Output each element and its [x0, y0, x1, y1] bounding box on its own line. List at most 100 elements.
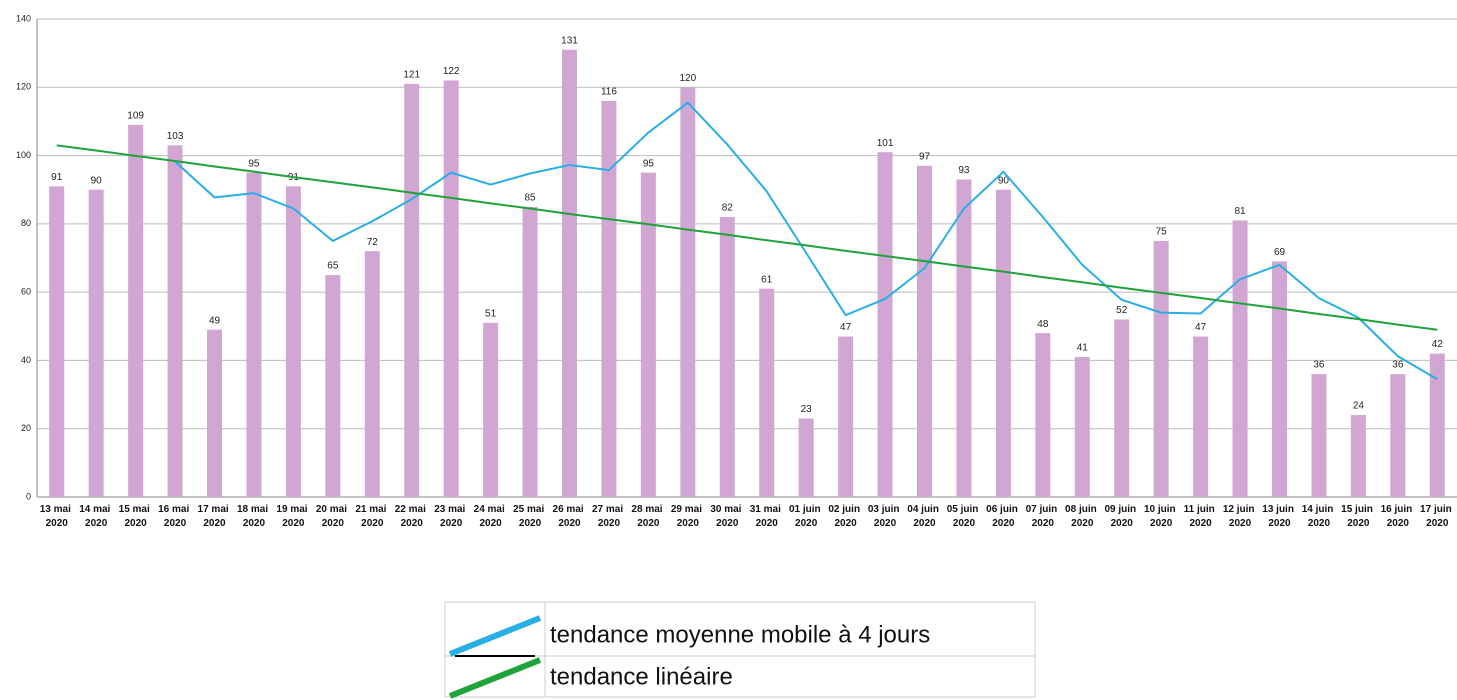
value-label: 52 [1116, 305, 1128, 316]
x-tick-day: 13 juin [1262, 504, 1296, 515]
x-tick-day: 24 mai [474, 504, 508, 515]
bar [364, 251, 380, 497]
bar [838, 336, 854, 497]
x-tick-year: 2020 [1308, 518, 1331, 529]
x-tick-day: 21 mai [355, 504, 389, 515]
x-tick-year: 2020 [558, 518, 581, 529]
bar [1114, 319, 1130, 497]
x-tick-day: 14 juin [1302, 504, 1336, 515]
x-tick-day: 28 mai [631, 504, 665, 515]
x-tick-year: 2020 [756, 518, 779, 529]
x-tick-day: 03 juin [868, 504, 902, 515]
x-tick-year: 2020 [401, 518, 424, 529]
x-tick-label: 21 mai 2020 [355, 504, 389, 529]
value-label: 95 [248, 158, 260, 169]
bar [1429, 353, 1445, 497]
value-label: 47 [1195, 322, 1207, 333]
x-tick-label: 01 juin 2020 [789, 504, 823, 529]
value-label: 109 [127, 110, 144, 121]
value-label: 91 [51, 172, 63, 183]
x-tick-day: 17 juin [1420, 504, 1454, 515]
x-tick-year: 2020 [282, 518, 305, 529]
x-tick-label: 14 mai 2020 [79, 504, 113, 529]
x-tick-year: 2020 [322, 518, 345, 529]
x-tick-year: 2020 [834, 518, 857, 529]
bar [1035, 333, 1051, 497]
bar [1390, 374, 1406, 497]
bar [167, 145, 183, 498]
x-tick-year: 2020 [1189, 518, 1212, 529]
value-label: 65 [327, 261, 339, 272]
value-label: 116 [601, 87, 617, 98]
x-tick-day: 16 mai [158, 504, 192, 515]
y-tick-label: 40 [21, 355, 31, 365]
x-tick-year: 2020 [440, 518, 463, 529]
bar [956, 179, 972, 497]
value-label: 90 [91, 175, 103, 186]
x-tick-label: 09 juin 2020 [1104, 504, 1138, 529]
bar [1350, 415, 1366, 497]
legend-label: tendance linéaire [550, 663, 733, 690]
x-tick-day: 26 mai [553, 504, 587, 515]
value-label: 36 [1313, 360, 1325, 371]
bar [995, 189, 1011, 497]
x-tick-label: 12 juin 2020 [1223, 504, 1257, 529]
x-tick-label: 29 mai 2020 [671, 504, 705, 529]
x-tick-label: 19 mai 2020 [276, 504, 310, 529]
x-tick-day: 19 mai [276, 504, 310, 515]
x-tick-label: 20 mai 2020 [316, 504, 350, 529]
x-tick-label: 07 juin 2020 [1026, 504, 1060, 529]
x-tick-year: 2020 [479, 518, 502, 529]
y-tick-label: 80 [21, 218, 31, 228]
x-tick-day: 08 juin [1065, 504, 1099, 515]
x-tick-year: 2020 [361, 518, 384, 529]
x-tick-label: 23 mai 2020 [434, 504, 468, 529]
legend-swatch [448, 615, 542, 657]
x-tick-year: 2020 [46, 518, 69, 529]
x-tick-label: 16 mai 2020 [158, 504, 192, 529]
x-tick-label: 06 juin 2020 [986, 504, 1020, 529]
x-tick-day: 29 mai [671, 504, 705, 515]
bar [49, 186, 65, 498]
value-label: 97 [919, 151, 931, 162]
x-tick-label: 25 mai 2020 [513, 504, 547, 529]
x-tick-label: 11 juin 2020 [1184, 504, 1218, 529]
bar [285, 186, 301, 498]
x-tick-year: 2020 [1347, 518, 1370, 529]
x-tick-label: 10 juin 2020 [1144, 504, 1178, 529]
x-tick-year: 2020 [203, 518, 226, 529]
y-tick-label: 140 [16, 13, 31, 23]
x-tick-day: 27 mai [592, 504, 626, 515]
x-tick-day: 23 mai [434, 504, 468, 515]
x-tick-label: 16 juin 2020 [1381, 504, 1415, 529]
x-tick-day: 25 mai [513, 504, 547, 515]
value-label: 36 [1392, 360, 1404, 371]
bar [207, 329, 222, 497]
x-tick-day: 30 mai [710, 504, 744, 515]
bar [719, 217, 735, 497]
x-tick-label: 26 mai 2020 [553, 504, 587, 529]
x-tick-label: 13 juin 2020 [1262, 504, 1296, 529]
x-tick-year: 2020 [1150, 518, 1173, 529]
value-label: 93 [958, 165, 970, 176]
x-tick-day: 16 juin [1381, 504, 1415, 515]
value-label: 90 [998, 175, 1010, 186]
x-tick-day: 01 juin [789, 504, 823, 515]
y-tick-label: 60 [21, 287, 31, 297]
bar [1232, 220, 1248, 497]
bar [1311, 374, 1327, 497]
bar [246, 172, 262, 497]
x-tick-day: 15 mai [119, 504, 153, 515]
x-tick-day: 05 juin [947, 504, 981, 515]
value-label: 120 [679, 73, 696, 84]
x-tick-year: 2020 [85, 518, 108, 529]
x-tick-day: 04 juin [907, 504, 941, 515]
bar [483, 322, 499, 497]
x-tick-label: 02 juin 2020 [828, 504, 862, 529]
x-tick-label: 31 mai 2020 [750, 504, 784, 529]
x-tick-day: 10 juin [1144, 504, 1178, 515]
value-label: 75 [1156, 227, 1168, 238]
bar [1193, 336, 1209, 497]
x-tick-label: 03 juin 2020 [868, 504, 902, 529]
